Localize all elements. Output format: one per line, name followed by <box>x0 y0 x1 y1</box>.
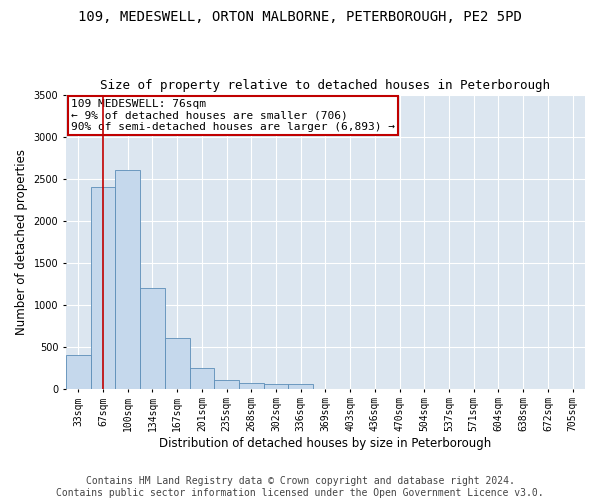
Bar <box>140 288 165 388</box>
Bar <box>289 384 313 388</box>
Bar <box>165 338 190 388</box>
Y-axis label: Number of detached properties: Number of detached properties <box>15 148 28 334</box>
Bar <box>66 355 91 388</box>
Bar <box>91 187 115 388</box>
Bar <box>263 384 289 388</box>
Bar <box>239 382 263 388</box>
Text: Contains HM Land Registry data © Crown copyright and database right 2024.
Contai: Contains HM Land Registry data © Crown c… <box>56 476 544 498</box>
Title: Size of property relative to detached houses in Peterborough: Size of property relative to detached ho… <box>100 79 550 92</box>
Bar <box>214 380 239 388</box>
Text: 109, MEDESWELL, ORTON MALBORNE, PETERBOROUGH, PE2 5PD: 109, MEDESWELL, ORTON MALBORNE, PETERBOR… <box>78 10 522 24</box>
Bar <box>115 170 140 388</box>
Text: 109 MEDESWELL: 76sqm
← 9% of detached houses are smaller (706)
90% of semi-detac: 109 MEDESWELL: 76sqm ← 9% of detached ho… <box>71 99 395 132</box>
Bar <box>190 368 214 388</box>
X-axis label: Distribution of detached houses by size in Peterborough: Distribution of detached houses by size … <box>160 437 491 450</box>
